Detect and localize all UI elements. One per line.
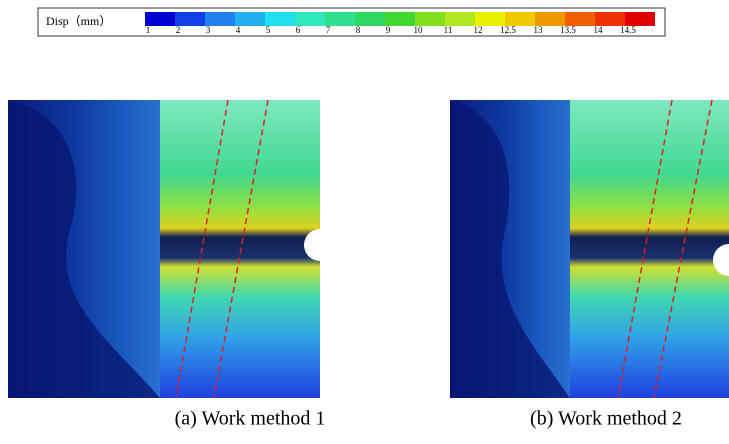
legend-tick-label: 13 bbox=[534, 25, 544, 35]
color-swatch bbox=[475, 12, 505, 26]
color-swatch bbox=[325, 12, 355, 26]
figure: Disp（mm） 12345678910111212.51313.51414.5… bbox=[0, 0, 729, 444]
legend-tick-label: 14.5 bbox=[620, 25, 636, 35]
legend-tick-label: 9 bbox=[386, 25, 391, 35]
color-swatch bbox=[565, 12, 595, 26]
color-swatch bbox=[595, 12, 625, 26]
color-swatch bbox=[445, 12, 475, 26]
legend-tick-label: 5 bbox=[266, 25, 271, 35]
color-swatch bbox=[205, 12, 235, 26]
figure-canvas: Disp（mm） 12345678910111212.51313.51414.5… bbox=[0, 0, 729, 444]
legend-tick-label: 2 bbox=[176, 25, 181, 35]
legend-tick-label: 6 bbox=[296, 25, 301, 35]
legend-tick-label: 1 bbox=[146, 25, 151, 35]
legend-tick-label: 7 bbox=[326, 25, 331, 35]
legend-tick-label: 10 bbox=[414, 25, 424, 35]
color-swatch bbox=[385, 12, 415, 26]
caption: (a) Work method 1 bbox=[175, 408, 326, 430]
panel-a-image bbox=[8, 100, 336, 398]
color-swatch bbox=[235, 12, 265, 26]
panel-b-image bbox=[450, 100, 729, 398]
legend-tick-label: 8 bbox=[356, 25, 361, 35]
legend-tick-label: 12.5 bbox=[500, 25, 516, 35]
legend-label: Disp（mm） bbox=[46, 14, 111, 28]
legend-tick-label: 12 bbox=[474, 25, 483, 35]
legend-tick-label: 11 bbox=[444, 25, 453, 35]
color-swatch bbox=[295, 12, 325, 26]
color-swatch bbox=[535, 12, 565, 26]
color-swatch bbox=[415, 12, 445, 26]
color-swatch bbox=[355, 12, 385, 26]
color-swatch bbox=[265, 12, 295, 26]
legend-tick-label: 4 bbox=[236, 25, 241, 35]
legend-tick-label: 13.5 bbox=[560, 25, 576, 35]
legend-tick-label: 14 bbox=[594, 25, 604, 35]
legend-tick-label: 3 bbox=[206, 25, 211, 35]
color-swatch bbox=[505, 12, 535, 26]
caption: (b) Work method 2 bbox=[530, 408, 682, 430]
color-swatch bbox=[145, 12, 175, 26]
color-swatch bbox=[175, 12, 205, 26]
color-swatch bbox=[625, 12, 655, 26]
